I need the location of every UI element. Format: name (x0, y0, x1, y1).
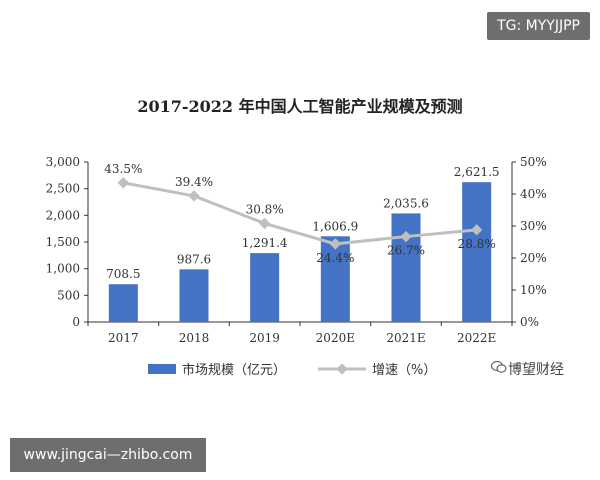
growth-data-label: 26.7% (387, 244, 425, 258)
left-y-tick-label: 2,000 (46, 208, 80, 222)
bar-data-label: 2,621.5 (454, 165, 500, 179)
bar (179, 269, 209, 322)
growth-data-label: 30.8% (246, 202, 284, 216)
bar-data-label: 1,291.4 (242, 236, 288, 250)
legend-bar-swatch (148, 364, 176, 374)
bar (462, 182, 492, 322)
growth-data-label: 28.8% (458, 237, 496, 251)
right-y-tick-label: 30% (520, 219, 547, 233)
bar (391, 213, 421, 322)
growth-data-label: 39.4% (175, 175, 213, 189)
left-y-tick-label: 1,500 (46, 235, 80, 249)
right-y-tick-label: 10% (520, 283, 547, 297)
site-url-bar: www.jingcai—zhibo.com (10, 438, 206, 472)
x-tick-label: 2017 (108, 331, 139, 345)
left-y-tick-label: 3,000 (46, 155, 80, 169)
growth-point (188, 190, 200, 202)
right-y-tick-label: 0% (520, 315, 539, 329)
bar (320, 236, 350, 322)
bar-data-label: 2,035.6 (383, 196, 429, 210)
legend-bar-label: 市场规模（亿元） (182, 362, 286, 378)
growth-data-label: 43.5% (104, 162, 142, 176)
growth-point (329, 238, 341, 250)
x-tick-label: 2019 (249, 331, 280, 345)
growth-data-label: 24.4% (316, 251, 354, 265)
bar (108, 284, 138, 322)
right-y-tick-label: 40% (520, 187, 547, 201)
growth-point (471, 224, 483, 236)
bar-data-label: 987.6 (177, 252, 211, 266)
growth-point (259, 217, 271, 230)
right-y-tick-label: 20% (520, 251, 547, 265)
right-y-tick-label: 50% (520, 155, 547, 169)
left-y-tick-label: 2,500 (46, 182, 80, 196)
x-tick-label: 2018 (179, 331, 210, 345)
tg-handle-badge: TG: MYYJJPP (487, 12, 590, 40)
growth-point (117, 177, 129, 189)
growth-point (400, 230, 412, 243)
left-y-tick-label: 1,000 (46, 262, 80, 276)
bar (250, 253, 280, 322)
growth-line (123, 181, 477, 246)
chart-title: 2017-2022 年中国人工智能产业规模及预测 (137, 97, 462, 116)
brand-watermark: 博望财经 (508, 362, 564, 378)
x-tick-label: 2020E (316, 331, 355, 345)
left-y-tick-label: 0 (72, 315, 80, 329)
bar-data-label: 1,606.9 (312, 219, 358, 233)
bar-data-label: 708.5 (106, 267, 140, 281)
legend-line-marker (336, 363, 348, 375)
wechat-icon (491, 360, 507, 373)
x-tick-label: 2021E (386, 331, 425, 345)
x-tick-label: 2022E (457, 331, 496, 345)
legend-line-label: 增速（%） (372, 363, 436, 378)
left-y-tick-label: 500 (57, 288, 80, 302)
